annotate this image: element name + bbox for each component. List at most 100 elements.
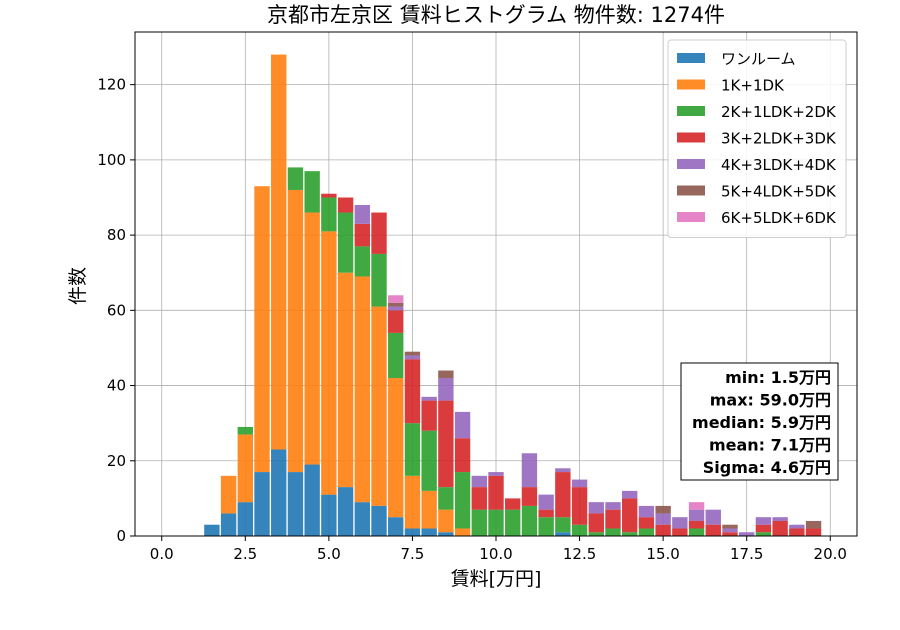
legend-label-4: 3K+2LDK+3DK bbox=[721, 130, 837, 148]
bar-5-bin-23 bbox=[571, 479, 588, 488]
bar-5-bin-16 bbox=[454, 411, 471, 439]
bar-5-bin-24 bbox=[588, 502, 604, 514]
bar-5-bin-14 bbox=[421, 396, 437, 401]
bar-5-bin-10 bbox=[354, 205, 370, 224]
bar-4-bin-13 bbox=[404, 359, 421, 424]
bar-5-bin-32 bbox=[722, 528, 738, 533]
bar-2-bin-8 bbox=[321, 231, 337, 495]
bar-3-bin-7 bbox=[304, 171, 320, 213]
bar-4-bin-30 bbox=[688, 520, 705, 529]
bar-1-bin-8 bbox=[321, 494, 337, 536]
legend-label-1: ワンルーム bbox=[721, 50, 796, 68]
bar-5-bin-27 bbox=[638, 505, 655, 518]
bar-3-bin-10 bbox=[354, 246, 370, 277]
bar-5-bin-26 bbox=[622, 490, 638, 499]
bar-3-bin-21 bbox=[538, 517, 554, 536]
bar-3-bin-25 bbox=[605, 528, 621, 536]
legend-swatch-5 bbox=[677, 159, 705, 169]
bar-3-bin-17 bbox=[471, 509, 487, 536]
legend-swatch-2 bbox=[677, 79, 705, 90]
bar-1-bin-2 bbox=[220, 513, 237, 536]
stats-box: min: 1.5万円 max: 59.0万円 median: 5.9万円 mean: … bbox=[680, 362, 839, 481]
bar-5-bin-28 bbox=[655, 513, 671, 525]
stats-line-3: median: 5.9万円 bbox=[692, 413, 831, 432]
y-tick-label: 60 bbox=[107, 301, 126, 319]
y-axis-label: 件数 bbox=[67, 267, 89, 305]
legend-swatch-7 bbox=[677, 212, 705, 222]
x-tick-label: 15.0 bbox=[646, 545, 679, 563]
bar-3-bin-30 bbox=[688, 528, 705, 536]
legend-label-3: 2K+1LDK+2DK bbox=[721, 103, 837, 121]
bar-2-bin-16 bbox=[454, 528, 471, 536]
bar-5-bin-31 bbox=[705, 509, 721, 525]
bar-4-bin-14 bbox=[421, 400, 437, 431]
bar-4-bin-21 bbox=[538, 509, 554, 518]
legend-label-5: 4K+3LDK+4DK bbox=[721, 156, 837, 174]
bar-2-bin-5 bbox=[271, 54, 287, 450]
x-tick-label: 17.5 bbox=[730, 545, 763, 563]
bar-3-bin-19 bbox=[505, 509, 521, 536]
legend-swatch-1 bbox=[677, 53, 705, 63]
x-tick-label: 5.0 bbox=[317, 545, 341, 563]
stats-line-1: min: 1.5万円 bbox=[725, 368, 831, 387]
bar-3-bin-27 bbox=[638, 528, 655, 536]
bar-2-bin-10 bbox=[354, 276, 370, 503]
y-tick-label: 0 bbox=[116, 527, 126, 545]
bar-2-bin-9 bbox=[337, 272, 354, 488]
legend-label-6: 5K+4LDK+5DK bbox=[721, 183, 837, 201]
bar-3-bin-3 bbox=[237, 426, 253, 435]
bar-4-bin-10 bbox=[354, 223, 370, 247]
bar-4-bin-20 bbox=[521, 487, 538, 506]
bar-5-bin-18 bbox=[488, 472, 504, 476]
bar-3-bin-18 bbox=[488, 509, 504, 536]
x-tick-label: 7.5 bbox=[401, 545, 425, 563]
bar-4-bin-22 bbox=[555, 472, 571, 518]
y-tick-label: 20 bbox=[107, 452, 126, 470]
bar-6-bin-28 bbox=[655, 505, 671, 514]
bar-4-bin-11 bbox=[371, 212, 387, 254]
legend-label-7: 6K+5LDK+6DK bbox=[721, 209, 837, 227]
bar-6-bin-32 bbox=[722, 524, 738, 529]
bar-6-bin-15 bbox=[438, 370, 454, 379]
bar-2-bin-12 bbox=[388, 378, 404, 518]
bar-3-bin-26 bbox=[622, 532, 638, 536]
bar-4-bin-24 bbox=[588, 513, 604, 533]
bar-4-bin-23 bbox=[571, 487, 588, 525]
bar-4-bin-29 bbox=[672, 528, 688, 536]
legend-swatch-4 bbox=[677, 132, 705, 143]
bar-4-bin-28 bbox=[655, 524, 671, 536]
bar-1-bin-12 bbox=[388, 517, 404, 536]
bar-1-bin-4 bbox=[254, 472, 270, 536]
bar-3-bin-23 bbox=[571, 524, 588, 536]
bar-1-bin-15 bbox=[438, 532, 454, 536]
y-tick-label: 100 bbox=[97, 151, 126, 169]
bar-2-bin-4 bbox=[254, 186, 270, 473]
x-tick-label: 10.0 bbox=[479, 545, 512, 563]
bar-1-bin-14 bbox=[421, 528, 437, 536]
bar-4-bin-19 bbox=[505, 498, 521, 510]
bar-4-bin-27 bbox=[638, 517, 655, 529]
x-tick-label: 12.5 bbox=[563, 545, 596, 563]
bar-5-bin-12 bbox=[388, 306, 404, 311]
bar-3-bin-16 bbox=[454, 472, 471, 529]
bar-5-bin-36 bbox=[789, 524, 805, 529]
legend-swatch-6 bbox=[677, 185, 705, 196]
bar-3-bin-34 bbox=[755, 532, 772, 536]
bar-4-bin-15 bbox=[438, 400, 454, 488]
bar-5-bin-25 bbox=[605, 502, 621, 510]
bar-4-bin-8 bbox=[321, 193, 337, 198]
bar-6-bin-12 bbox=[388, 302, 404, 307]
bar-4-bin-32 bbox=[722, 532, 738, 536]
y-tick-label: 40 bbox=[107, 377, 126, 395]
bar-3-bin-15 bbox=[438, 487, 454, 510]
bar-2-bin-13 bbox=[404, 475, 421, 529]
bar-4-bin-12 bbox=[388, 310, 404, 333]
legend-box bbox=[667, 39, 847, 238]
bar-5-bin-34 bbox=[755, 517, 772, 525]
x-tick-label: 2.5 bbox=[233, 545, 257, 563]
bar-3-bin-9 bbox=[337, 212, 354, 273]
stats-box-frame bbox=[680, 362, 839, 481]
legend-label-2: 1K+1DK bbox=[721, 77, 785, 95]
y-tick-label: 120 bbox=[97, 76, 126, 94]
bar-3-bin-14 bbox=[421, 430, 437, 491]
